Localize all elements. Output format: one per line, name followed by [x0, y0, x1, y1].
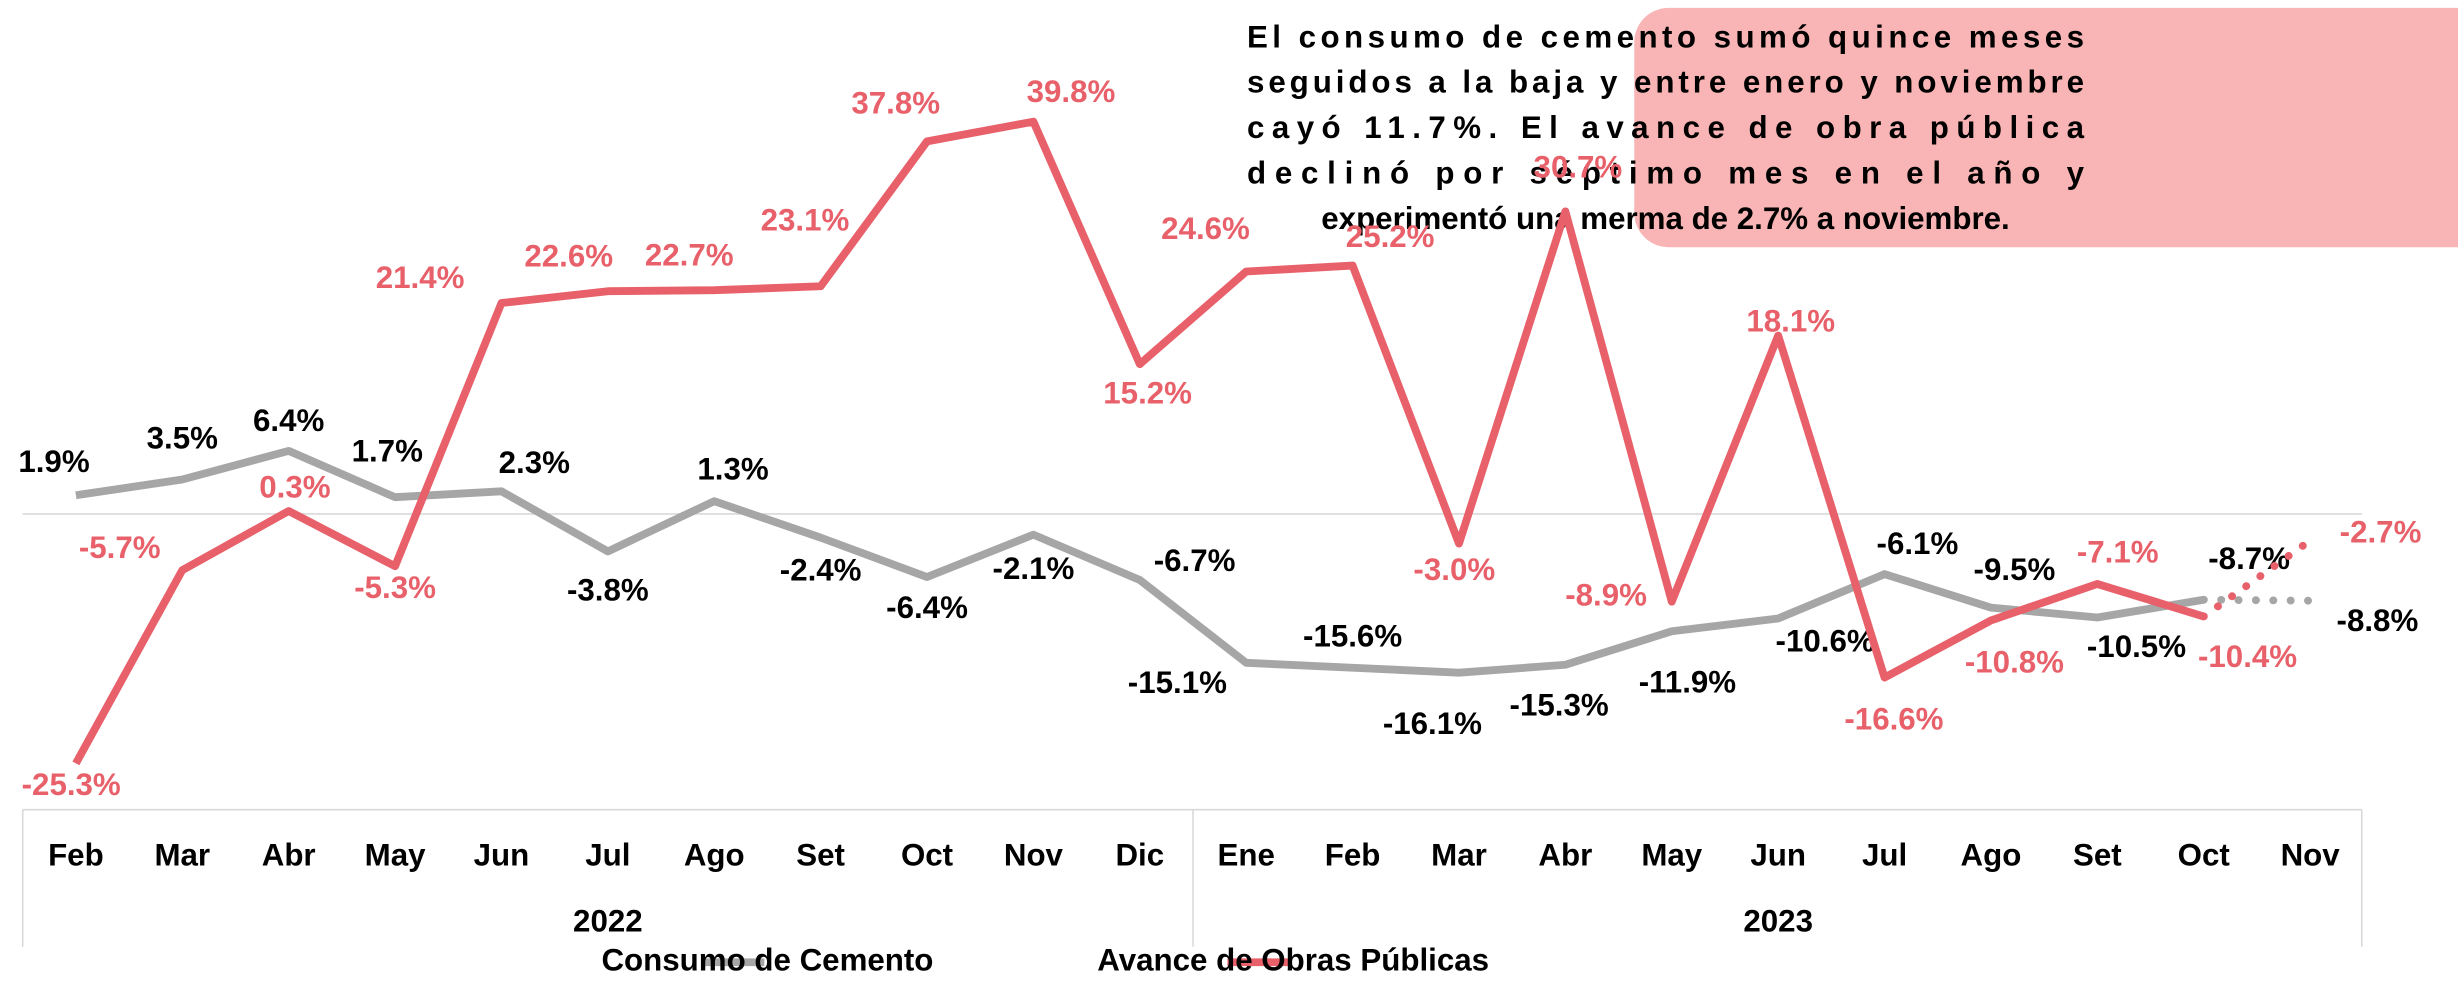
value-label: 18.1%	[1746, 303, 1835, 338]
value-label: 25.2%	[1346, 219, 1435, 254]
value-label: 2.3%	[499, 445, 570, 480]
legend-label: Consumo de Cemento	[601, 942, 933, 977]
x-tick-label: Set	[2073, 838, 2122, 873]
x-tick-label: Feb	[1325, 838, 1381, 873]
x-tick-label: Jul	[585, 838, 630, 873]
value-label: -3.8%	[567, 572, 649, 607]
value-label: 30.7%	[1534, 149, 1623, 184]
series-line-dotted	[2199, 595, 2315, 605]
value-label: 1.3%	[697, 452, 768, 487]
annotation-text: El consumo de cemento sumó quince meses	[1247, 19, 2084, 54]
x-tick-label: Jun	[1750, 838, 1806, 873]
value-label: -7.1%	[2077, 534, 2159, 569]
x-tick-label: Ago	[1961, 838, 2022, 873]
value-label: -11.9%	[1639, 665, 1736, 700]
x-tick-label: Ago	[684, 838, 745, 873]
value-label: 0.3%	[259, 469, 330, 504]
value-label: -10.6%	[1776, 624, 1875, 659]
x-tick-label: Mar	[154, 838, 210, 873]
x-tick-label: May	[365, 838, 426, 873]
x-tick-label: Nov	[2281, 838, 2341, 873]
value-label: -2.7%	[2340, 515, 2422, 550]
x-tick-label: Oct	[901, 838, 954, 873]
value-label: -8.8%	[2337, 603, 2419, 638]
value-label: -5.7%	[79, 530, 161, 565]
value-label: -9.5%	[1974, 552, 2056, 587]
x-tick-label: Ene	[1218, 838, 1275, 873]
value-label: 22.7%	[645, 238, 734, 273]
value-label: -6.1%	[1877, 526, 1959, 561]
annotation-text: experimentó una merma de 2.7% a noviembr…	[1321, 201, 2009, 236]
annotation-box	[1634, 7, 2458, 248]
value-label: 23.1%	[761, 202, 850, 237]
value-label: 22.6%	[524, 239, 613, 274]
year-label: 2023	[1743, 903, 1813, 938]
value-label: -10.5%	[2087, 629, 2186, 664]
value-label: 1.7%	[352, 434, 423, 469]
value-label: -16.1%	[1383, 706, 1482, 741]
value-label: 1.9%	[18, 444, 89, 479]
legend-label: Avance de Obras Públicas	[1097, 942, 1489, 977]
x-tick-label: Feb	[48, 838, 104, 873]
value-label: -10.8%	[1965, 644, 2064, 679]
value-label: -8.7%	[2208, 541, 2290, 576]
x-tick-label: May	[1641, 838, 1702, 873]
x-tick-label: Nov	[1004, 838, 1064, 873]
value-label: -2.4%	[780, 552, 862, 587]
year-label: 2022	[573, 903, 643, 938]
value-label: -10.4%	[2198, 639, 2297, 674]
annotation-text: cayó 11.7%. El avance de obra pública	[1247, 110, 2085, 145]
x-tick-label: Oct	[2178, 838, 2231, 873]
value-label: -2.1%	[993, 551, 1075, 586]
x-tick-label: Jul	[1862, 838, 1907, 873]
x-tick-label: Set	[796, 838, 845, 873]
x-tick-label: Mar	[1431, 838, 1487, 873]
value-label: -5.3%	[354, 570, 436, 605]
series-line	[72, 117, 2205, 766]
value-label: 39.8%	[1027, 74, 1116, 109]
x-tick-label: Abr	[1538, 838, 1592, 873]
x-tick-label: Dic	[1115, 838, 1164, 873]
value-label: -15.6%	[1303, 618, 1402, 653]
x-tick-label: Jun	[474, 838, 530, 873]
value-label: -15.1%	[1128, 665, 1227, 700]
value-label: 15.2%	[1103, 376, 1192, 411]
value-label: 21.4%	[376, 260, 465, 295]
value-label: -15.3%	[1510, 687, 1609, 722]
annotation-text: seguidos a la baja y entre enero y novie…	[1247, 65, 2084, 100]
x-tick-label: Abr	[262, 838, 316, 873]
value-label: 24.6%	[1161, 211, 1250, 246]
value-label: -16.6%	[1844, 702, 1943, 737]
value-label: -8.9%	[1565, 577, 1647, 612]
value-label: -3.0%	[1413, 552, 1495, 587]
value-label: 3.5%	[147, 421, 218, 456]
value-label: 37.8%	[851, 86, 940, 121]
value-label: 6.4%	[253, 403, 324, 438]
value-label: -25.3%	[22, 767, 121, 802]
value-label: -6.7%	[1154, 543, 1236, 578]
series-line	[75, 446, 2205, 677]
value-label: -6.4%	[886, 590, 968, 625]
